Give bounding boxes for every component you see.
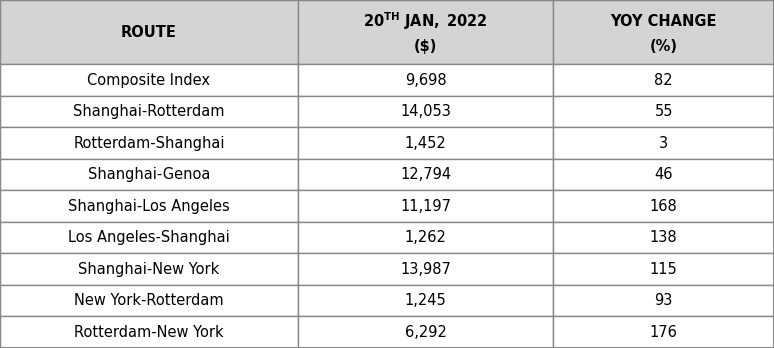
Bar [553, 222, 774, 253]
Bar [0, 0, 298, 64]
Text: YOY CHANGE: YOY CHANGE [611, 14, 717, 29]
Text: 12,794: 12,794 [400, 167, 451, 182]
Bar [298, 64, 553, 96]
Bar [298, 96, 553, 127]
Bar [553, 0, 774, 64]
Text: (%): (%) [649, 39, 678, 55]
Text: 115: 115 [650, 262, 677, 277]
Bar [553, 127, 774, 159]
Bar [0, 64, 298, 96]
Bar [0, 285, 298, 316]
Text: Shanghai-Genoa: Shanghai-Genoa [87, 167, 211, 182]
Bar [298, 222, 553, 253]
Bar [298, 190, 553, 222]
Bar [553, 253, 774, 285]
Text: 55: 55 [655, 104, 673, 119]
Text: 138: 138 [650, 230, 677, 245]
Text: 93: 93 [655, 293, 673, 308]
Bar [0, 316, 298, 348]
Text: ROUTE: ROUTE [121, 25, 177, 40]
Bar [553, 316, 774, 348]
Text: 46: 46 [655, 167, 673, 182]
Text: 14,053: 14,053 [400, 104, 451, 119]
Text: 3: 3 [659, 136, 668, 151]
Bar [0, 222, 298, 253]
Bar [0, 159, 298, 190]
Text: ($): ($) [414, 39, 437, 55]
Bar [0, 127, 298, 159]
Bar [298, 0, 553, 64]
Bar [298, 253, 553, 285]
Text: 168: 168 [650, 199, 677, 214]
Text: 6,292: 6,292 [405, 325, 447, 340]
Bar [553, 96, 774, 127]
Text: 1,262: 1,262 [405, 230, 447, 245]
Bar [0, 253, 298, 285]
Bar [0, 190, 298, 222]
Text: 176: 176 [649, 325, 678, 340]
Text: 1,452: 1,452 [405, 136, 447, 151]
Bar [298, 316, 553, 348]
Bar [0, 96, 298, 127]
Text: Composite Index: Composite Index [87, 73, 211, 88]
Text: 11,197: 11,197 [400, 199, 451, 214]
Text: Shanghai-Rotterdam: Shanghai-Rotterdam [74, 104, 224, 119]
Bar [298, 159, 553, 190]
Text: New York-Rotterdam: New York-Rotterdam [74, 293, 224, 308]
Bar [553, 159, 774, 190]
Text: Los Angeles-Shanghai: Los Angeles-Shanghai [68, 230, 230, 245]
Bar [553, 285, 774, 316]
Text: 9,698: 9,698 [405, 73, 447, 88]
Text: 13,987: 13,987 [400, 262, 451, 277]
Text: Shanghai-Los Angeles: Shanghai-Los Angeles [68, 199, 230, 214]
Text: Rotterdam-New York: Rotterdam-New York [74, 325, 224, 340]
Bar [298, 127, 553, 159]
Text: Shanghai-New York: Shanghai-New York [78, 262, 220, 277]
Bar [298, 285, 553, 316]
Bar [553, 64, 774, 96]
Bar [553, 190, 774, 222]
Text: 1,245: 1,245 [405, 293, 447, 308]
Text: Rotterdam-Shanghai: Rotterdam-Shanghai [74, 136, 224, 151]
Text: $\mathbf{20^{TH}}$$\mathbf{\ JAN,\ 2022}$: $\mathbf{20^{TH}}$$\mathbf{\ JAN,\ 2022}… [363, 10, 488, 32]
Text: 82: 82 [654, 73, 673, 88]
